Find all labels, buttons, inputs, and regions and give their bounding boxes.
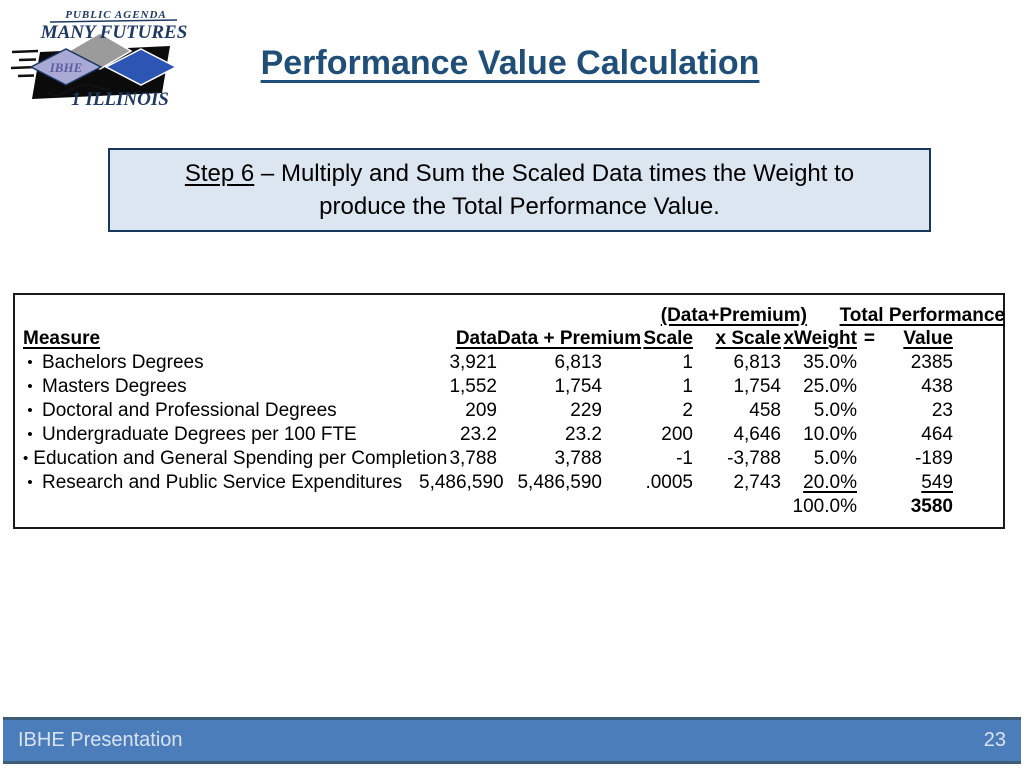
data-premium-cell: 1,754: [554, 376, 602, 397]
total-value-cell: 3580: [910, 496, 953, 517]
diamond-blue-icon: [104, 48, 178, 86]
measure-label: Doctoral and Professional Degrees: [42, 400, 337, 421]
logo-many-futures: MANY FUTURES: [40, 22, 188, 43]
data-premium-cell: 23.2: [565, 424, 602, 445]
measure-label: Masters Degrees: [42, 376, 187, 397]
footer-title: IBHE Presentation: [18, 729, 183, 751]
slide-footer-bar: IBHE Presentation 23: [3, 717, 1021, 764]
performance-table: (Data+Premium) Total Performance Measure…: [13, 293, 1005, 529]
measure-label: Undergraduate Degrees per 100 FTE: [42, 424, 357, 445]
logo-one-illinois: 1 ILLINOIS: [71, 89, 169, 109]
data-cell: 1,552: [449, 376, 497, 397]
swoosh-curl-icon: [51, 88, 61, 97]
header-value: Value: [903, 328, 953, 349]
table-header-row: Measure Data Data + Premium Scale x Scal…: [23, 327, 1003, 351]
measure-label: Bachelors Degrees: [42, 352, 204, 373]
data-premium-cell: 229: [570, 400, 602, 421]
header-equals: =: [863, 328, 875, 349]
weight-cell: 20.0%: [803, 472, 857, 493]
value-cell: 2385: [910, 352, 953, 373]
header-x-scale: x Scale: [715, 328, 782, 349]
scale-cell: 1: [682, 376, 693, 397]
header-data: Data: [455, 328, 497, 349]
step-line-2: produce the Total Performance Value.: [319, 193, 720, 220]
x-scale-cell: 6,813: [733, 352, 781, 373]
bullet-icon: •: [27, 474, 33, 491]
bullet-icon: •: [23, 450, 29, 467]
total-weight-cell: 100.0%: [792, 496, 857, 517]
value-cell: -189: [914, 448, 953, 469]
table-header-top-row: (Data+Premium) Total Performance: [23, 301, 1005, 327]
data-cell: 3,921: [449, 352, 497, 373]
data-cell: 209: [465, 400, 497, 421]
x-scale-cell: 4,646: [733, 424, 781, 445]
data-cell: 5,486,590: [419, 472, 504, 493]
bullet-icon: •: [27, 354, 33, 371]
data-premium-cell: 5,486,590: [517, 472, 602, 493]
logo-rule: [49, 19, 178, 23]
speed-lines-icon: [10, 49, 39, 78]
scale-cell: 1: [682, 352, 693, 373]
scale-cell: 2: [682, 400, 693, 421]
x-scale-cell: 1,754: [733, 376, 781, 397]
data-cell: 3,788: [449, 448, 497, 469]
bullet-icon: •: [27, 402, 33, 419]
weight-cell: 5.0%: [813, 400, 857, 421]
scale-cell: .0005: [645, 472, 693, 493]
value-cell: 23: [931, 400, 953, 421]
diamond-lavender-icon: [29, 48, 103, 86]
table-row: • Doctoral and Professional Degrees 209 2…: [23, 399, 1003, 423]
header-x-weight: xWeight: [783, 328, 857, 349]
x-scale-cell: 2,743: [733, 472, 781, 493]
scale-cell: 200: [661, 424, 693, 445]
step-line-1: Step 6 – Multiply and Sum the Scaled Dat…: [110, 157, 929, 190]
weight-cell: 5.0%: [813, 448, 857, 469]
logo-ibhe-text: IBHE: [49, 60, 83, 75]
table-row: • Undergraduate Degrees per 100 FTE 23.2 …: [23, 423, 1003, 447]
measure-label: Research and Public Service Expenditures: [42, 472, 403, 493]
header-data-premium-xscale-top: (Data+Premium): [660, 305, 807, 326]
measure-label: Education and General Spending per Compl…: [33, 448, 448, 469]
ibhe-logo: IBHE PUBLIC AGENDA MANY FUTURES 1 ILLINO…: [10, 5, 188, 110]
bullet-icon: •: [27, 426, 33, 443]
logo-public-agenda: PUBLIC AGENDA: [65, 9, 167, 21]
table-totals-row: 100.0% 3580: [23, 495, 1003, 519]
step-text: – Multiply and Sum the Scaled Data times…: [254, 160, 855, 187]
weight-cell: 10.0%: [803, 424, 857, 445]
ibhe-logo-graphic: IBHE PUBLIC AGENDA MANY FUTURES 1 ILLINO…: [10, 9, 188, 110]
table-row: • Education and General Spending per Comp…: [23, 447, 1003, 471]
table-row: • Research and Public Service Expenditure…: [23, 471, 1003, 495]
step-callout-box: Step 6 – Multiply and Sum the Scaled Dat…: [108, 148, 931, 232]
table-row: • Bachelors Degrees 3,921 6,813 1 6,813 3…: [23, 351, 1003, 375]
weight-cell: 25.0%: [803, 376, 857, 397]
bullet-icon: •: [27, 378, 33, 395]
header-data-premium: Data + Premium: [497, 328, 642, 349]
swoosh-icon: [47, 83, 111, 96]
value-cell: 549: [921, 472, 953, 493]
data-premium-cell: 6,813: [554, 352, 602, 373]
data-cell: 23.2: [460, 424, 497, 445]
page-title: Performance Value Calculation: [260, 44, 760, 82]
step-label: Step 6: [184, 160, 255, 187]
x-scale-cell: -3,788: [727, 448, 781, 469]
header-scale: Scale: [643, 328, 693, 349]
page-number: 23: [983, 729, 1006, 751]
value-cell: 438: [921, 376, 953, 397]
x-scale-cell: 458: [749, 400, 781, 421]
table-row: • Masters Degrees 1,552 1,754 1 1,754 25.…: [23, 375, 1003, 399]
weight-cell: 35.0%: [803, 352, 857, 373]
value-cell: 464: [921, 424, 953, 445]
header-total-performance: Total Performance: [839, 305, 1005, 326]
header-measure: Measure: [23, 328, 101, 349]
data-premium-cell: 3,788: [554, 448, 602, 469]
scale-cell: -1: [676, 448, 693, 469]
